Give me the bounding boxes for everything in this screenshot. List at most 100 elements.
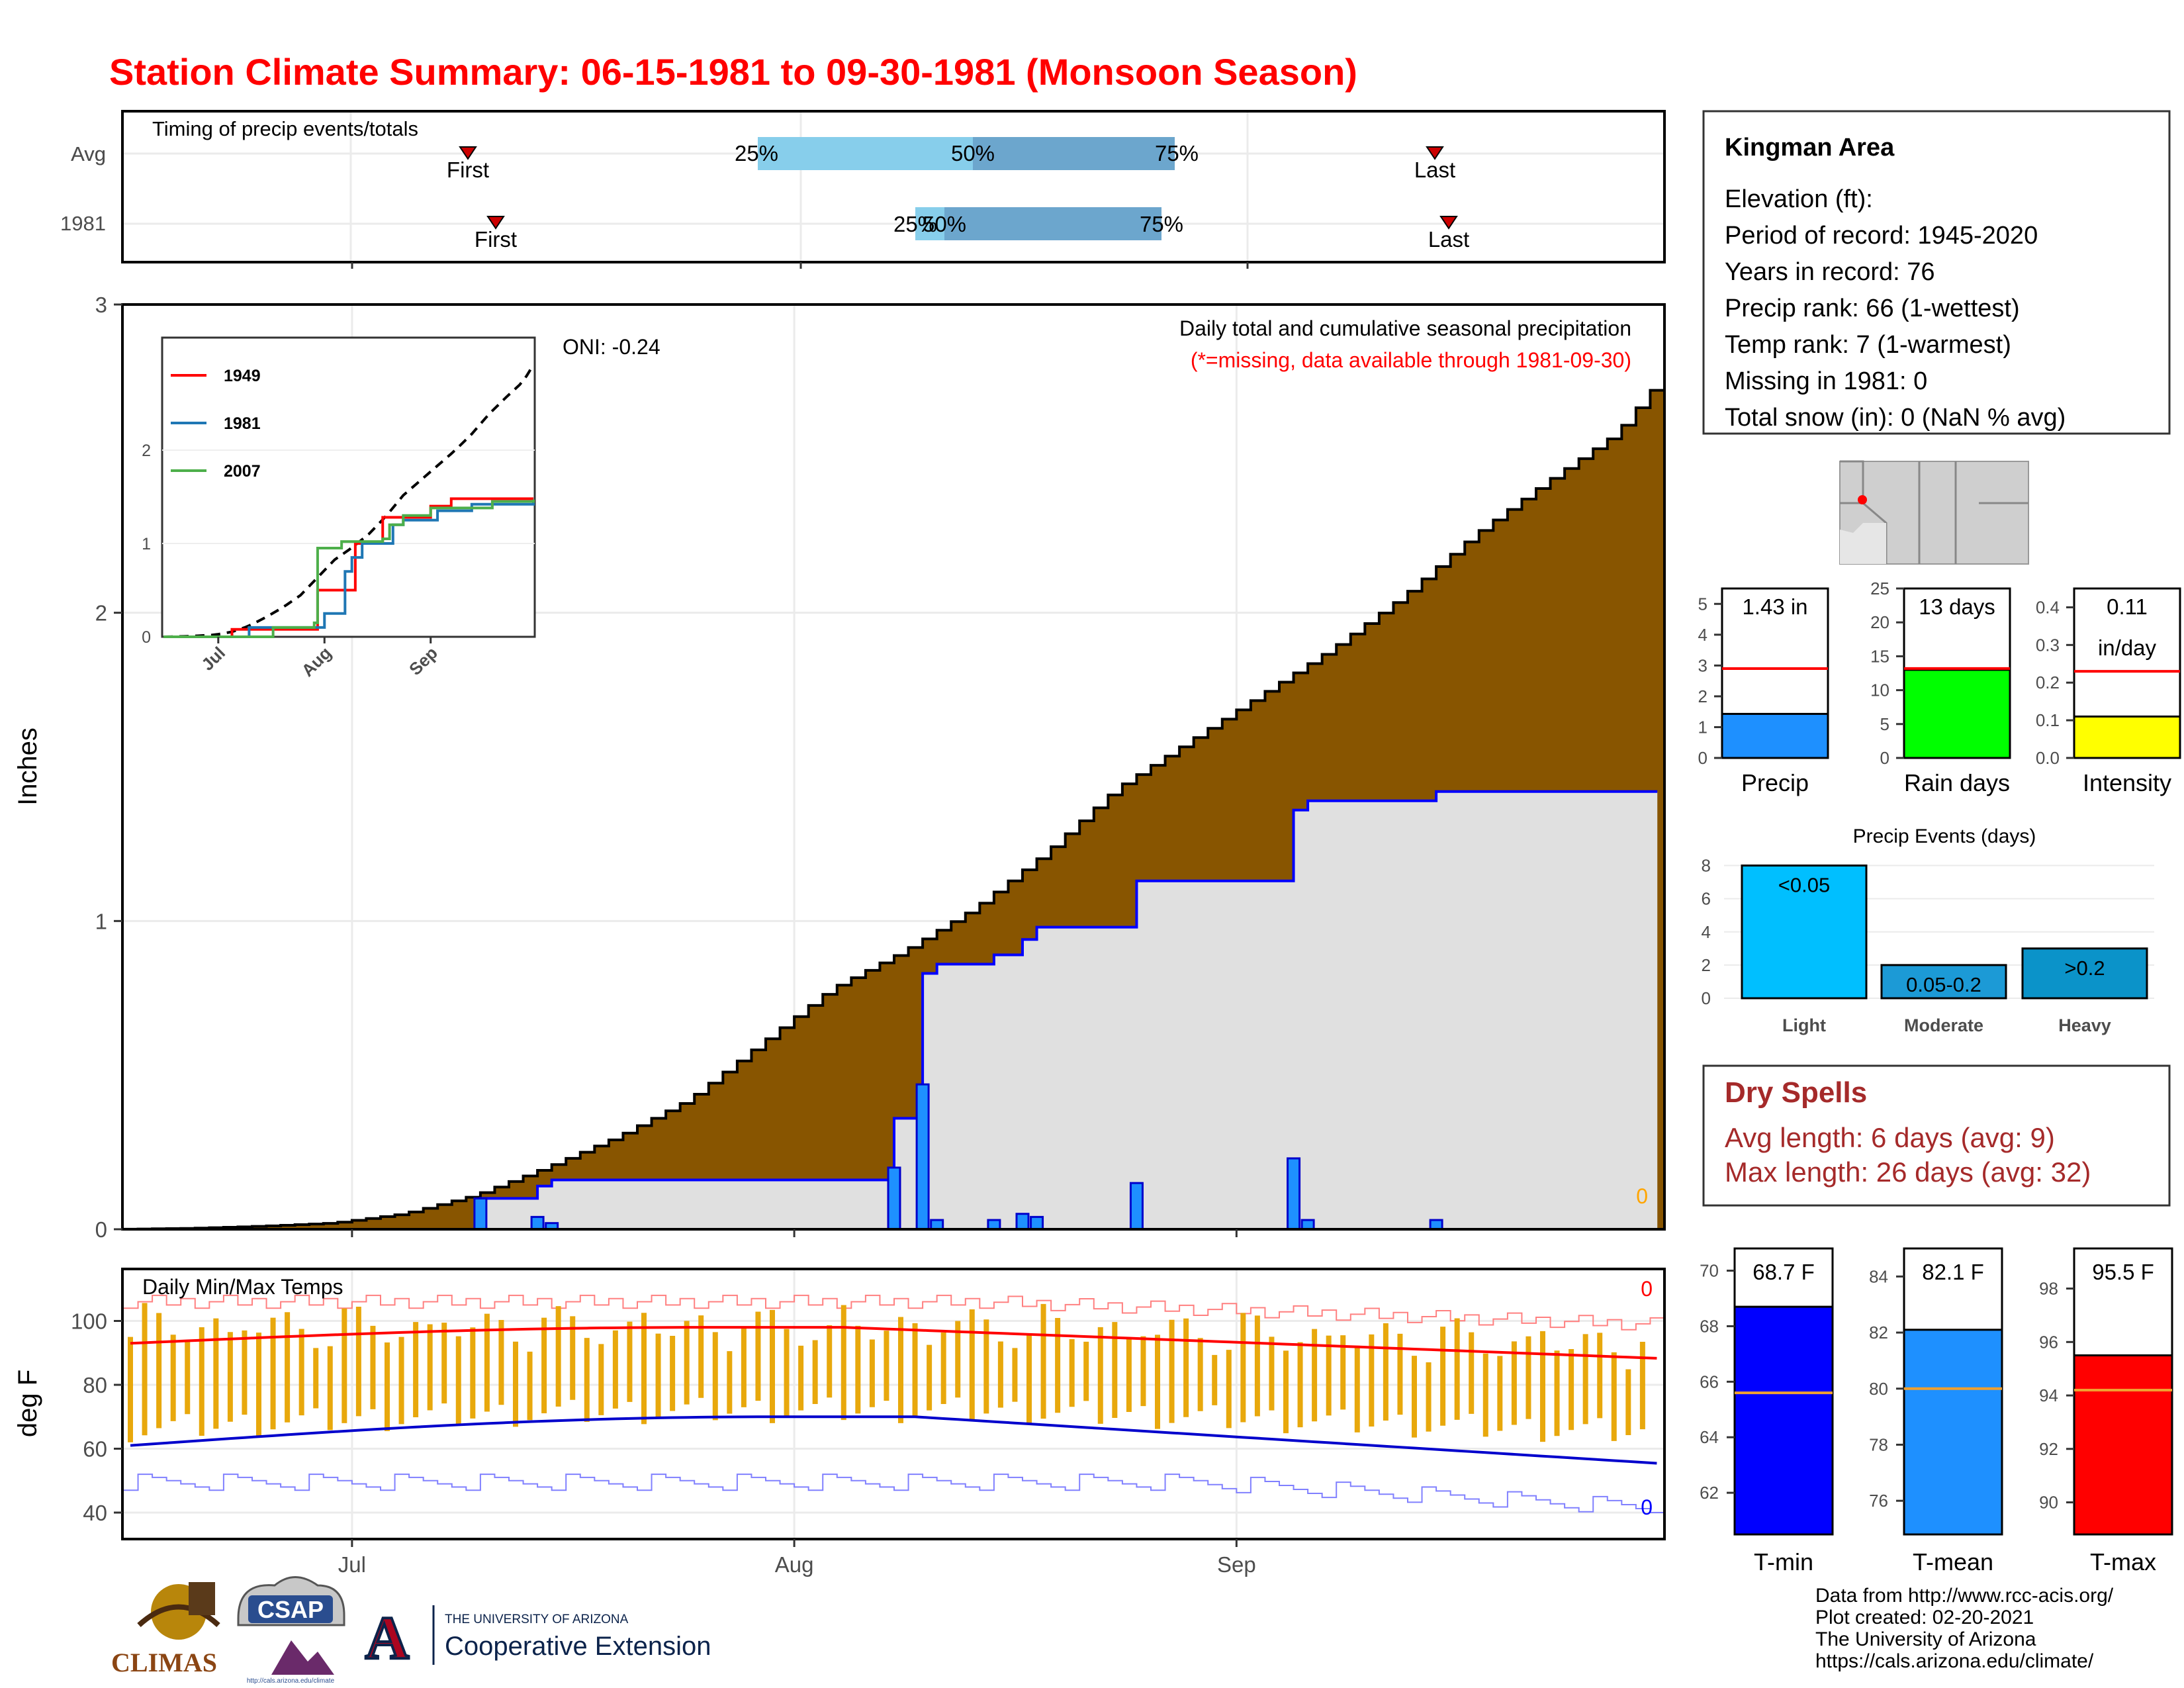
daily-precip-bar (987, 1219, 1001, 1231)
mini-bar-value: 0.11 (2107, 594, 2148, 619)
first-marker-1981 (486, 216, 505, 230)
mini-bar-rain-days (1903, 669, 2011, 759)
temp-bar-value: 95.5 F (2092, 1260, 2154, 1284)
temp-bar-t-mean (1903, 1329, 2003, 1536)
daily-precip-bar (473, 1197, 488, 1231)
inset-legend-label: 1981 (224, 414, 261, 433)
temp-bar-ytick-label: 76 (1869, 1491, 1888, 1511)
mini-bar-value: 13 days (1919, 594, 1995, 619)
event-category-label: Moderate (1904, 1015, 1983, 1035)
temp-bar-ytick-label: 80 (1869, 1379, 1888, 1399)
mini-bar-ytick-label: 4 (1698, 625, 1707, 645)
station-location-dot (1858, 495, 1867, 504)
daily-precip-bar (1030, 1215, 1044, 1231)
temp-bar-ytick-label: 68 (1700, 1316, 1719, 1336)
first-label-avg: First (447, 158, 489, 182)
events-ytick-label: 2 (1702, 955, 1711, 975)
ua-logo-letter: A (365, 1604, 409, 1671)
daily-precip-bar (1287, 1157, 1301, 1231)
precip-y-axis-label: Inches (13, 727, 42, 806)
inset-line-2007 (163, 499, 535, 638)
temp-bar-ytick-label: 98 (2039, 1279, 2058, 1299)
temp-bar-ytick-label: 84 (1869, 1266, 1888, 1286)
last-label-avg: Last (1414, 158, 1455, 182)
quartile-box-avg-lower (758, 137, 973, 170)
oni-label: ONI: -0.24 (563, 335, 660, 359)
temp-bar-ytick-label: 90 (2039, 1493, 2058, 1513)
station-info-line: Elevation (ft): (1725, 185, 1873, 213)
timing-row-label-avg: Avg (71, 142, 106, 165)
temp-bar-ytick-label: 64 (1700, 1427, 1719, 1447)
temp-bar-label: T-min (1754, 1548, 1813, 1575)
season-cumulative-area (124, 791, 1658, 1229)
temp-bar-ytick-label: 92 (2039, 1439, 2058, 1459)
mini-bar-ytick-label: 0.0 (2036, 748, 2060, 768)
mini-bar-ytick-label: 0.1 (2036, 710, 2060, 730)
timing-panel (121, 110, 1666, 263)
mini-bar-ytick-label: 2 (1698, 686, 1707, 706)
inset-legend-label: 2007 (224, 462, 261, 481)
station-info-line: Missing in 1981: 0 (1725, 367, 1927, 395)
avg-min-temp-line (130, 1415, 1657, 1465)
timing-row-label-avg-2: Avg (71, 142, 106, 165)
q25-label-1981: 25% (893, 212, 937, 236)
avg-max-temp-line (130, 1326, 1657, 1360)
last-marker-avg (1426, 146, 1444, 160)
map-region (1840, 523, 1886, 564)
mini-bar-ytick-label: 25 (1870, 579, 1889, 598)
mini-bar-value-unit: in/day (2098, 635, 2157, 660)
temp-panel-border (121, 1268, 1666, 1540)
inset-ytick-label: 0 (142, 628, 151, 647)
daily-precip-bar (1300, 1219, 1315, 1231)
temp-bar-ytick-label: 66 (1700, 1372, 1719, 1391)
page-title: Station Climate Summary: 06-15-1981 to 0… (109, 51, 1357, 93)
events-ytick-label: 8 (1702, 856, 1711, 876)
csap-logo-url: http://cals.arizona.edu/climate (247, 1677, 335, 1685)
precip-panel-title: Daily total and cumulative seasonal prec… (1179, 316, 1631, 340)
precip-ytick-label: 0 (95, 1217, 107, 1242)
mini-bar-label: Rain days (1904, 769, 2010, 796)
q25-label-avg: 25% (735, 141, 778, 165)
dry-spells-max: Max length: 26 days (avg: 32) (1725, 1156, 2091, 1188)
station-name: Kingman Area (1725, 134, 1895, 162)
csap-logo-mountain (271, 1640, 334, 1675)
inset-ytick-label: 1 (142, 535, 151, 553)
first-label-1981: First (475, 227, 517, 252)
temp-panel-title: Daily Min/Max Temps (142, 1275, 343, 1299)
station-info-line: Years in record: 76 (1725, 258, 1935, 286)
temp-panel-bg (122, 1269, 1664, 1539)
inset-avg-line (163, 363, 535, 638)
daily-precip-bar (887, 1166, 901, 1231)
csap-logo-text: CSAP (257, 1596, 324, 1623)
temp-bar-t-min (1733, 1305, 1834, 1536)
daily-precip-bar (930, 1219, 944, 1231)
temp-bar-ytick-label: 62 (1700, 1483, 1719, 1503)
station-info-line: Precip rank: 66 (1-wettest) (1725, 295, 2020, 322)
temp-bar-ytick-label: 70 (1700, 1261, 1719, 1281)
mini-bar-intensity (2073, 715, 2181, 759)
mini-bar-ytick-label: 0.2 (2036, 673, 2060, 692)
climas-logo-arc (137, 1604, 220, 1627)
temp-bar-value: 82.1 F (1922, 1260, 1984, 1284)
temp-bar-ytick-label: 82 (1869, 1323, 1888, 1342)
station-info-box (1702, 110, 2171, 435)
temp-bar-ytick-label: 96 (2039, 1332, 2058, 1352)
precip-ytick-label: 3 (95, 293, 107, 317)
last-marker-1981 (1439, 216, 1458, 230)
mini-bar-ytick-label: 5 (1698, 594, 1707, 614)
footer-credit-line: Data from http://www.rcc-acis.org/ (1815, 1585, 2114, 1607)
footer-credit-line: Plot created: 02-20-2021 (1815, 1607, 2034, 1628)
temp-xtick-label: Sep (1217, 1552, 1256, 1577)
daily-precip-bar (530, 1215, 545, 1231)
events-ytick-label: 4 (1702, 922, 1711, 942)
temp-bar-label: T-mean (1913, 1548, 1993, 1575)
event-bar-moderate (1880, 964, 2007, 1000)
q75-label-avg: 75% (1155, 141, 1199, 165)
event-category-label: Heavy (2058, 1015, 2111, 1035)
mini-bar-ytick-label: 15 (1870, 646, 1889, 666)
q50-label-1981: 50% (923, 212, 966, 236)
temp-missing-max: 0 (1641, 1277, 1653, 1301)
inset-panel (161, 336, 536, 638)
mini-bar-ytick-label: 0 (1698, 748, 1707, 768)
